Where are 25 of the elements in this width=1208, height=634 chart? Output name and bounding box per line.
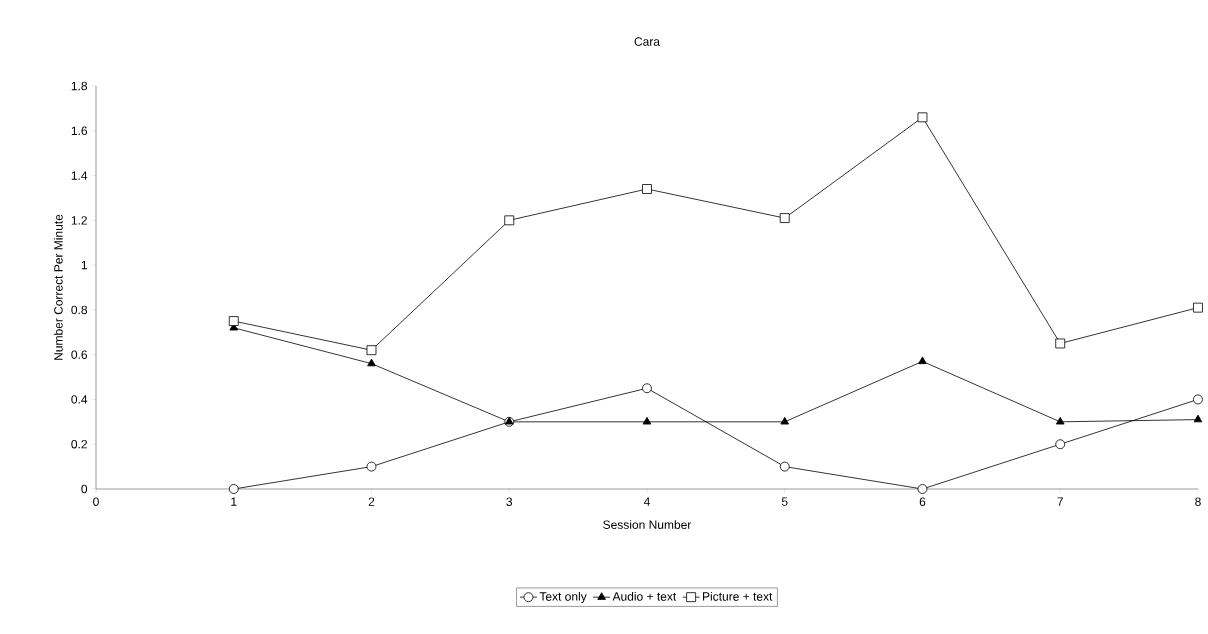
x-tick-label: 2: [368, 497, 375, 506]
x-tick-label: 5: [781, 497, 788, 506]
x-tick-label: 8: [1195, 497, 1201, 506]
y-tick-label: 1.4: [71, 171, 88, 180]
x-axis-title: Session Number: [603, 520, 692, 529]
x-tick-label: 7: [1057, 497, 1063, 506]
y-tick-label: 0.6: [71, 350, 88, 359]
x-tick-label: 6: [919, 497, 926, 506]
legend-label: Picture + text: [703, 591, 773, 601]
x-tick-label: 1: [231, 497, 237, 506]
x-tick-label: 0: [93, 497, 99, 506]
x-tick-label: 3: [506, 497, 513, 506]
y-tick-label: 0: [81, 484, 88, 494]
legend-label: Text only: [539, 591, 587, 604]
y-tick-label: 0.8: [71, 305, 88, 315]
y-axis-title: Number Correct Per Minute: [53, 214, 63, 360]
y-tick-label: 1.8: [71, 81, 88, 91]
y-tick-label: 1.2: [71, 216, 87, 225]
y-tick-label: 1: [81, 260, 87, 270]
y-tick-label: 1.6: [71, 126, 88, 136]
chart-title: Cara: [634, 37, 660, 46]
y-tick-label: 0.4: [71, 395, 88, 404]
legend-label: Audio + text: [612, 591, 677, 601]
y-tick-label: 0.2: [71, 439, 87, 449]
x-tick-label: 4: [643, 497, 650, 506]
